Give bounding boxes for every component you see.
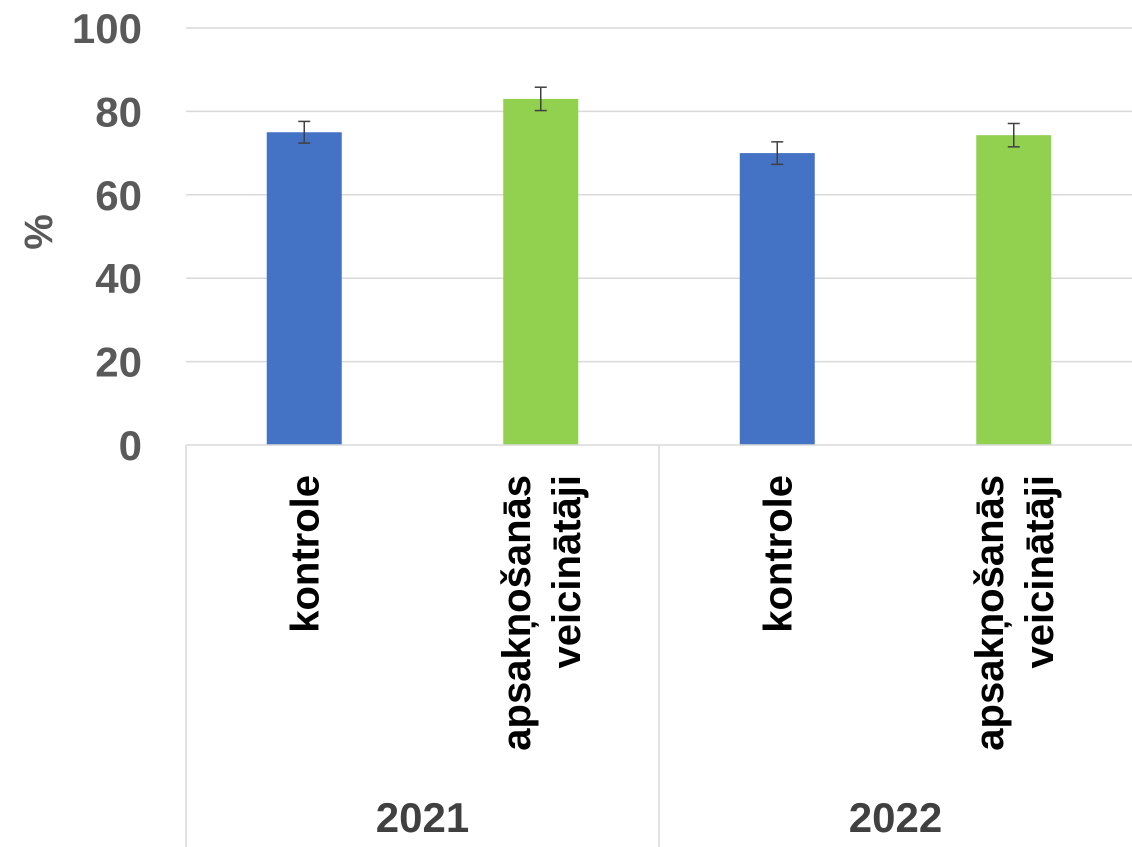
error-bar [298, 120, 311, 144]
y-tick-label: 60 [95, 172, 142, 219]
category-label: apsakņošanās [495, 475, 539, 751]
category-label: veicinātāji [545, 475, 589, 668]
bars [266, 98, 1052, 445]
y-tick-label: 40 [95, 255, 142, 302]
error-bars [298, 86, 1020, 166]
y-axis-title: % [17, 214, 61, 250]
bar [266, 132, 342, 445]
group-labels: 2021 2022 [376, 794, 942, 841]
gridlines [186, 27, 1132, 363]
y-tick-label: 80 [95, 88, 142, 135]
bar [739, 153, 815, 445]
category-label: kontrole [283, 475, 327, 633]
y-tick-labels: 0 20 40 60 80 100 [72, 5, 142, 469]
bar [976, 135, 1052, 445]
bar [503, 98, 579, 445]
category-label: apsakņošanās [968, 475, 1012, 751]
group-label: 2022 [849, 794, 942, 841]
y-tick-label: 100 [72, 5, 142, 52]
y-tick-label: 0 [119, 422, 142, 469]
error-bar [534, 86, 547, 112]
y-tick-label: 20 [95, 339, 142, 386]
error-bar [1007, 122, 1020, 148]
x-axis [185, 444, 1132, 847]
error-bar [771, 141, 784, 166]
category-label: kontrole [756, 475, 800, 633]
group-label: 2021 [376, 794, 469, 841]
category-labels: kontrole apsakņošanās veicinātāji kontrole a… [283, 475, 1062, 751]
category-label: veicinātāji [1018, 475, 1062, 668]
